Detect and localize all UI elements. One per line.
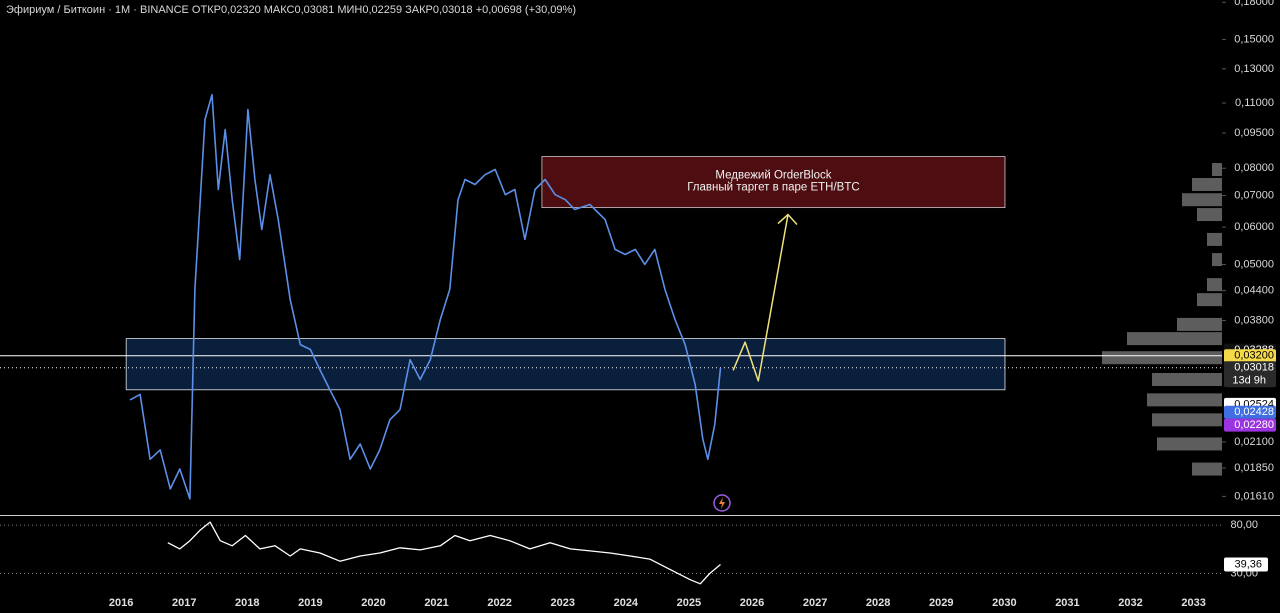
- x-tick-label: 2020: [361, 597, 385, 609]
- price-tag: [1224, 405, 1276, 419]
- y-tick-label: 0,06000: [1234, 221, 1274, 233]
- volume-bar: [1152, 413, 1222, 427]
- projection-arrowhead: [777, 213, 798, 226]
- volume-bar: [1177, 317, 1222, 331]
- volume-bar: [1197, 293, 1222, 307]
- volume-bar: [1147, 393, 1222, 407]
- x-tick-label: 2030: [992, 597, 1016, 609]
- rsi-tick-label: 80,00: [1230, 519, 1258, 531]
- x-tick-label: 2021: [424, 597, 448, 609]
- price-tag-label: 0,03018: [1234, 362, 1274, 374]
- volume-bar: [1197, 208, 1222, 222]
- volume-bar: [1182, 193, 1222, 207]
- price-line-series: [129, 93, 722, 500]
- rsi-value-label: 39,36: [1234, 558, 1262, 570]
- y-tick-label: 0,08000: [1234, 162, 1274, 174]
- x-tick-label: 2029: [929, 597, 953, 609]
- x-tick-label: 2023: [550, 597, 574, 609]
- volume-bar: [1192, 462, 1222, 476]
- x-tick-label: 2022: [487, 597, 511, 609]
- volume-bar: [1152, 372, 1222, 386]
- y-tick-label: 0,02100: [1234, 436, 1274, 448]
- price-tag: [1224, 349, 1276, 363]
- x-tick-label: 2024: [614, 597, 639, 609]
- x-tick-label: 2016: [109, 597, 133, 609]
- volume-bar: [1207, 278, 1222, 292]
- price-tag-label: 0,02280: [1234, 419, 1274, 431]
- y-tick-label: 0,09500: [1234, 127, 1274, 139]
- event-bolt: [719, 497, 725, 509]
- price-tag: [1224, 361, 1276, 388]
- price-tag-label: 0,03200: [1234, 350, 1274, 362]
- volume-bar: [1157, 437, 1222, 451]
- y-tick-label: 0,01610: [1234, 490, 1274, 502]
- zone-label: Медвежий OrderBlock: [715, 170, 831, 182]
- x-tick-label: 2025: [677, 597, 701, 609]
- volume-bar: [1127, 332, 1222, 346]
- x-tick-label: 2032: [1118, 597, 1142, 609]
- rsi-line: [167, 521, 721, 585]
- x-tick-label: 2026: [740, 597, 764, 609]
- zone-label: Главный таргет в паре ETH/BTC: [687, 182, 860, 194]
- price-tag-countdown: 13d 9h: [1232, 375, 1266, 387]
- volume-bar: [1207, 232, 1222, 246]
- y-tick-label: 0,04400: [1234, 285, 1274, 297]
- volume-bar: [1192, 177, 1222, 191]
- x-tick-label: 2019: [298, 597, 322, 609]
- volume-bar: [1102, 351, 1222, 365]
- x-tick-label: 2031: [1055, 597, 1079, 609]
- x-tick-label: 2028: [866, 597, 890, 609]
- price-tag-label: 0,02428: [1234, 406, 1274, 418]
- volume-bar: [1212, 253, 1222, 267]
- price-tag: [1224, 418, 1276, 432]
- y-tick-label: 0,05000: [1234, 258, 1274, 270]
- zone: [541, 156, 1006, 209]
- y-tick-label: 0,18000: [1234, 0, 1274, 8]
- y-tick-label: 0,15000: [1234, 33, 1274, 45]
- y-tick-label: 0,01850: [1234, 462, 1274, 474]
- y-tick-label: 0,03800: [1234, 315, 1274, 327]
- event-icon[interactable]: [713, 494, 731, 512]
- zone: [125, 338, 1006, 391]
- rsi-value-tag: [1224, 557, 1268, 572]
- y-tick-label: 0,11000: [1235, 97, 1274, 109]
- y-tick-label: 0,13000: [1234, 63, 1274, 75]
- x-tick-label: 2018: [235, 597, 259, 609]
- y-tick-label: 0,07000: [1234, 189, 1274, 201]
- x-tick-label: 2017: [172, 597, 196, 609]
- x-tick-label: 2027: [803, 597, 827, 609]
- volume-bar: [1212, 163, 1222, 177]
- projection: [732, 214, 789, 382]
- x-tick-label: 2033: [1181, 597, 1205, 609]
- chart-title: Эфириум / Биткоин · 1М · BINANCE ОТКР0,0…: [6, 4, 576, 16]
